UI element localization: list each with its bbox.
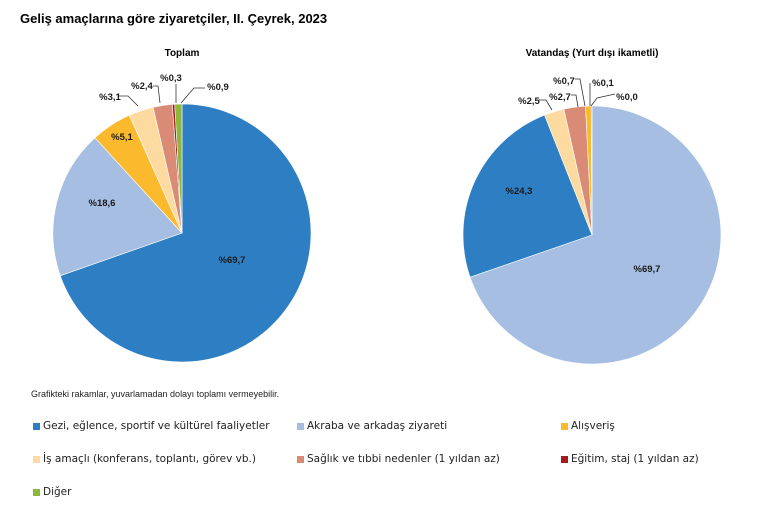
- legend-label: Alışveriş: [571, 420, 615, 432]
- data-label: %2,7: [549, 92, 571, 103]
- leader-line: [180, 87, 205, 104]
- legend-swatch-alisveris: [561, 422, 568, 430]
- footnote: Grafikteki rakamlar, yuvarlamadan dolayı…: [31, 389, 280, 399]
- pie-charts: %69,7 %18,6 %5,1 %3,1 %2,4 %0,3 %0,9 %24,3 %69,7…: [52, 73, 722, 365]
- legend-label: Sağlık ve tıbbi nedenler (1 yıldan az): [307, 453, 500, 465]
- legend-swatch-saglik: [297, 455, 304, 463]
- data-label: %24,3: [506, 186, 533, 197]
- data-label: %2,4: [131, 81, 153, 92]
- data-label: %2,5: [518, 96, 540, 107]
- pie-title-citizen: Vatandaş (Yurt dışı ikametli): [525, 48, 659, 59]
- leader-line: [118, 95, 139, 107]
- legend-label: Gezi, eğlence, sportif ve kültürel faali…: [43, 420, 270, 432]
- legend-swatch-akraba: [297, 422, 304, 430]
- data-label: %69,7: [634, 264, 661, 275]
- leader-line: [539, 99, 553, 111]
- legend-item-alisveris: Alışveriş: [561, 420, 615, 432]
- pie-title-total: Toplam: [164, 48, 200, 59]
- legend-item-gezi: Gezi, eğlence, sportif ve kültürel faali…: [33, 420, 270, 432]
- legend-item-saglik: Sağlık ve tıbbi nedenler (1 yıldan az): [297, 453, 500, 465]
- pie-slice: [52, 137, 183, 277]
- pie-slice: [59, 103, 312, 363]
- data-label: %5,1: [111, 132, 133, 143]
- leader-line: [575, 78, 586, 107]
- data-label: %0,3: [160, 73, 182, 84]
- leader-line: [571, 94, 579, 108]
- pie-1: %24,3 %69,7 %0,7 %2,5 %2,7 %0,1%0,0: [462, 76, 722, 365]
- legend-item-diger: Diğer: [33, 486, 71, 498]
- legend-swatch-gezi: [33, 422, 40, 430]
- pie-slice: [462, 114, 593, 278]
- data-label: %0,1: [592, 78, 614, 89]
- leader-line: [153, 85, 161, 104]
- data-label: %0,0: [616, 92, 638, 103]
- legend-label: Diğer: [43, 486, 72, 498]
- legend-swatch-egitim: [561, 455, 568, 463]
- data-label: %3,1: [99, 92, 121, 103]
- legend-label: İş amaçlı (konferans, toplantı, görev vb…: [43, 453, 256, 465]
- legend-item-is: İş amaçlı (konferans, toplantı, görev vb…: [33, 453, 256, 465]
- data-label: %0,7: [553, 76, 575, 87]
- data-label: %0,9: [207, 82, 229, 93]
- data-label: %69,7: [219, 255, 246, 266]
- legend-item-egitim: Eğitim, staj (1 yıldan az): [561, 453, 699, 465]
- legend-item-akraba: Akraba ve arkadaş ziyareti: [297, 420, 447, 432]
- legend-swatch-diger: [33, 488, 40, 496]
- legend-swatch-is: [33, 455, 40, 463]
- legend-label: Eğitim, staj (1 yıldan az): [571, 453, 699, 465]
- pie-slice: [469, 105, 722, 365]
- legend-label: Akraba ve arkadaş ziyareti: [307, 420, 448, 432]
- pie-slice: [174, 103, 183, 234]
- data-label: %18,6: [89, 198, 116, 209]
- chart-title: Geliş amaçlarına göre ziyaretçiler, II. …: [20, 11, 328, 26]
- leader-line: [590, 93, 616, 107]
- pie-0: %69,7 %18,6 %5,1 %3,1 %2,4 %0,3 %0,9: [52, 73, 312, 363]
